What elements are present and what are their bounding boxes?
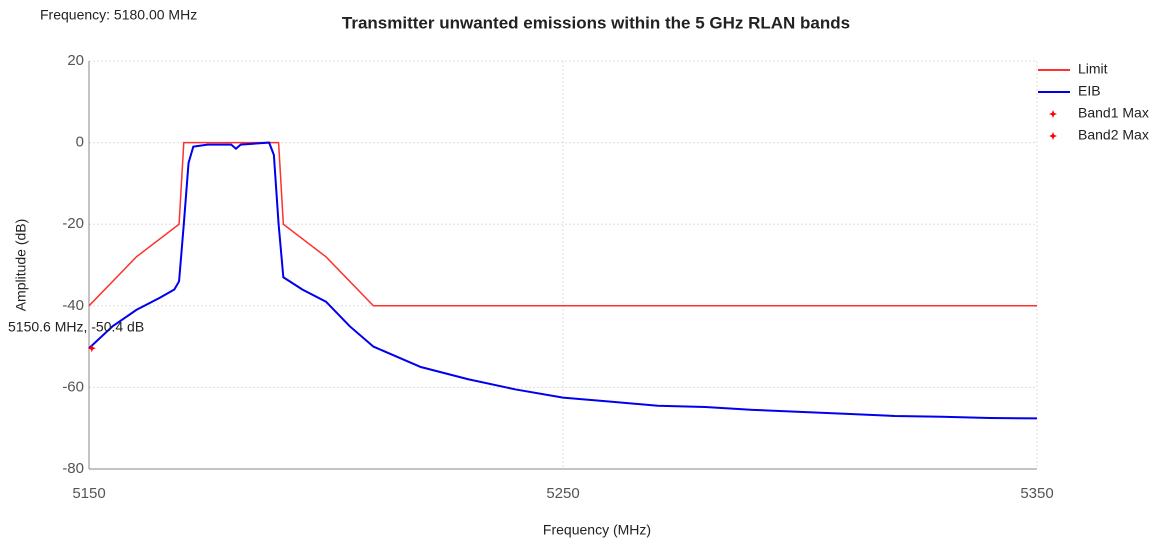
data-line xyxy=(88,141,1038,420)
x-tick-label: 5250 xyxy=(546,485,579,502)
y-tick-label: -80 xyxy=(62,460,84,477)
data-line xyxy=(88,141,1037,307)
y-tick-label: 0 xyxy=(76,134,84,151)
annotation: 5150.6 MHz, -50.4 dB xyxy=(8,319,144,335)
y-tick-label: -40 xyxy=(62,297,84,314)
chart-title: Transmitter unwanted emissions within th… xyxy=(342,13,850,32)
x-axis-label: Frequency (MHz) xyxy=(543,522,651,538)
legend-label: Band2 Max xyxy=(1078,127,1149,143)
x-tick-label: 5350 xyxy=(1020,485,1053,502)
subtitle: Frequency: 5180.00 MHz xyxy=(40,7,197,23)
legend-label: Band1 Max xyxy=(1078,105,1149,121)
legend-label: EIB xyxy=(1078,83,1101,99)
legend-symbol xyxy=(1049,110,1057,118)
y-tick-label: -20 xyxy=(62,215,84,232)
y-tick-label: -60 xyxy=(62,378,84,395)
y-axis-label: Amplitude (dB) xyxy=(13,219,29,312)
y-tick-label: 20 xyxy=(67,52,84,69)
data-point xyxy=(87,344,96,353)
x-tick-label: 5150 xyxy=(72,485,105,502)
legend-label: Limit xyxy=(1078,61,1108,77)
legend-symbol xyxy=(1049,132,1057,140)
